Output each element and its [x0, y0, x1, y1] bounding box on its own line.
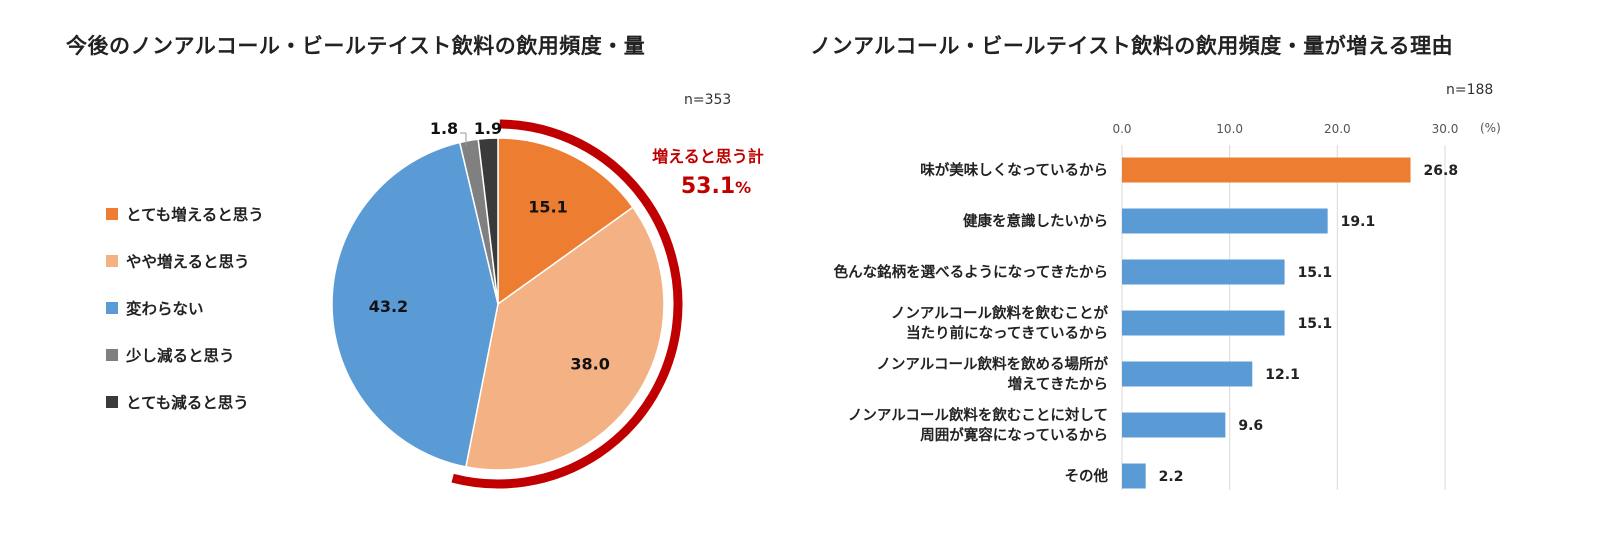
pie-sample-size: n=353	[684, 92, 732, 108]
increase-total-label: 増えると思う計	[652, 147, 764, 166]
bar-value-label: 12.1	[1265, 367, 1300, 383]
x-tick-label: 10.0	[1216, 122, 1243, 136]
legend-swatch	[106, 207, 118, 220]
pie-value-label: 38.0	[570, 354, 609, 373]
pie-slice	[477, 137, 499, 305]
bar-category-line: ノンアルコール飲料を飲むことに対して	[848, 406, 1108, 424]
bar-category-line: 増えてきたから	[1008, 375, 1108, 393]
legend-swatch	[106, 395, 118, 408]
legend-label: 少し減ると思う	[126, 346, 235, 365]
legend-item: 変わらない	[106, 284, 264, 331]
bar	[1122, 463, 1146, 489]
increase-total-ring	[451, 119, 683, 489]
x-axis-unit: (%)	[1480, 121, 1501, 135]
increase-total-number: 53.1	[681, 174, 735, 199]
bar	[1122, 412, 1226, 438]
legend-item: とても増えると思う	[106, 190, 264, 237]
x-tick-label: 20.0	[1324, 122, 1351, 136]
bar-value-label: 19.1	[1341, 214, 1376, 230]
pie-value-label: 1.9	[474, 119, 502, 138]
bar-category-label: ノンアルコール飲料を飲むことに対して周囲が寛容になっているから	[848, 406, 1108, 444]
legend-item: やや増えると思う	[106, 237, 264, 284]
increase-total-unit: %	[735, 178, 751, 197]
bar-chart: 0.0 10.0 20.0 30.0 (%) 味が美味しくなっているから健康を意識した…	[834, 121, 1501, 490]
legend-label: 変わらない	[126, 299, 204, 318]
bar-category-line: ノンアルコール飲料を飲むことが	[891, 304, 1109, 322]
bar-category-label: ノンアルコール飲料を飲める場所が増えてきたから	[876, 355, 1108, 393]
bar-category-line: 色んな銘柄を選べるようになってきたから	[834, 263, 1108, 281]
bar-category-line: 周囲が寛容になっているから	[920, 426, 1108, 444]
legend-swatch	[106, 348, 118, 361]
bar-category-line: 健康を意識したいから	[963, 212, 1108, 230]
bar-value-label: 15.1	[1298, 316, 1333, 332]
pie-value-label: 15.1	[528, 198, 567, 217]
bar-category-label: 健康を意識したいから	[963, 212, 1108, 230]
legend-swatch	[106, 301, 118, 314]
bar	[1122, 361, 1253, 387]
pie-chart-title: 今後のノンアルコール・ビールテイスト飲料の飲用頻度・量	[66, 34, 646, 58]
x-tick-label: 0.0	[1112, 122, 1131, 136]
x-tick-label: 30.0	[1432, 122, 1459, 136]
bar	[1122, 157, 1411, 183]
bar-sample-size: n=188	[1446, 82, 1494, 98]
pie-slice	[331, 141, 499, 468]
bar-category-line: その他	[1065, 467, 1109, 485]
bar-category-line: ノンアルコール飲料を飲める場所が	[876, 355, 1108, 373]
bar-category-label: 味が美味しくなっているから	[920, 161, 1108, 179]
legend-item: とても減ると思う	[106, 378, 264, 425]
legend-item: 少し減ると思う	[106, 331, 264, 378]
bar-chart-title: ノンアルコール・ビールテイスト飲料の飲用頻度・量が増える理由	[810, 34, 1454, 58]
bar-category-line: 当たり前になってきているから	[906, 324, 1108, 342]
bar-value-label: 2.2	[1159, 469, 1184, 485]
bar-value-label: 26.8	[1424, 163, 1459, 179]
legend-label: やや増えると思う	[126, 252, 250, 271]
pie-value-label: 1.8	[430, 119, 458, 138]
increase-total-value: 53.1%	[681, 174, 751, 199]
bar-value-label: 9.6	[1238, 418, 1263, 434]
pie-value-label: 43.2	[369, 297, 408, 316]
bar	[1122, 310, 1285, 336]
bar-value-label: 15.1	[1298, 265, 1333, 281]
legend-label: とても増えると思う	[126, 205, 264, 224]
bar-category-line: 味が美味しくなっているから	[920, 161, 1108, 179]
legend-label: とても減ると思う	[126, 393, 249, 412]
bar-category-label: ノンアルコール飲料を飲むことが当たり前になってきているから	[891, 304, 1109, 342]
pie-legend: とても増えると思う やや増えると思う 変わらない少し減ると思う とても減ると思う	[106, 190, 264, 425]
bar	[1122, 208, 1328, 234]
bar-category-label: 色んな銘柄を選べるようになってきたから	[834, 263, 1108, 281]
pie-slice	[497, 137, 634, 306]
bar	[1122, 259, 1285, 285]
legend-swatch	[106, 254, 118, 267]
pie-chart: 15.1 38.0 43.2 1.8 1.9 増えると思う計 53.1%	[331, 119, 764, 489]
pie-slice	[464, 206, 665, 471]
bar-category-label: その他	[1065, 467, 1109, 485]
